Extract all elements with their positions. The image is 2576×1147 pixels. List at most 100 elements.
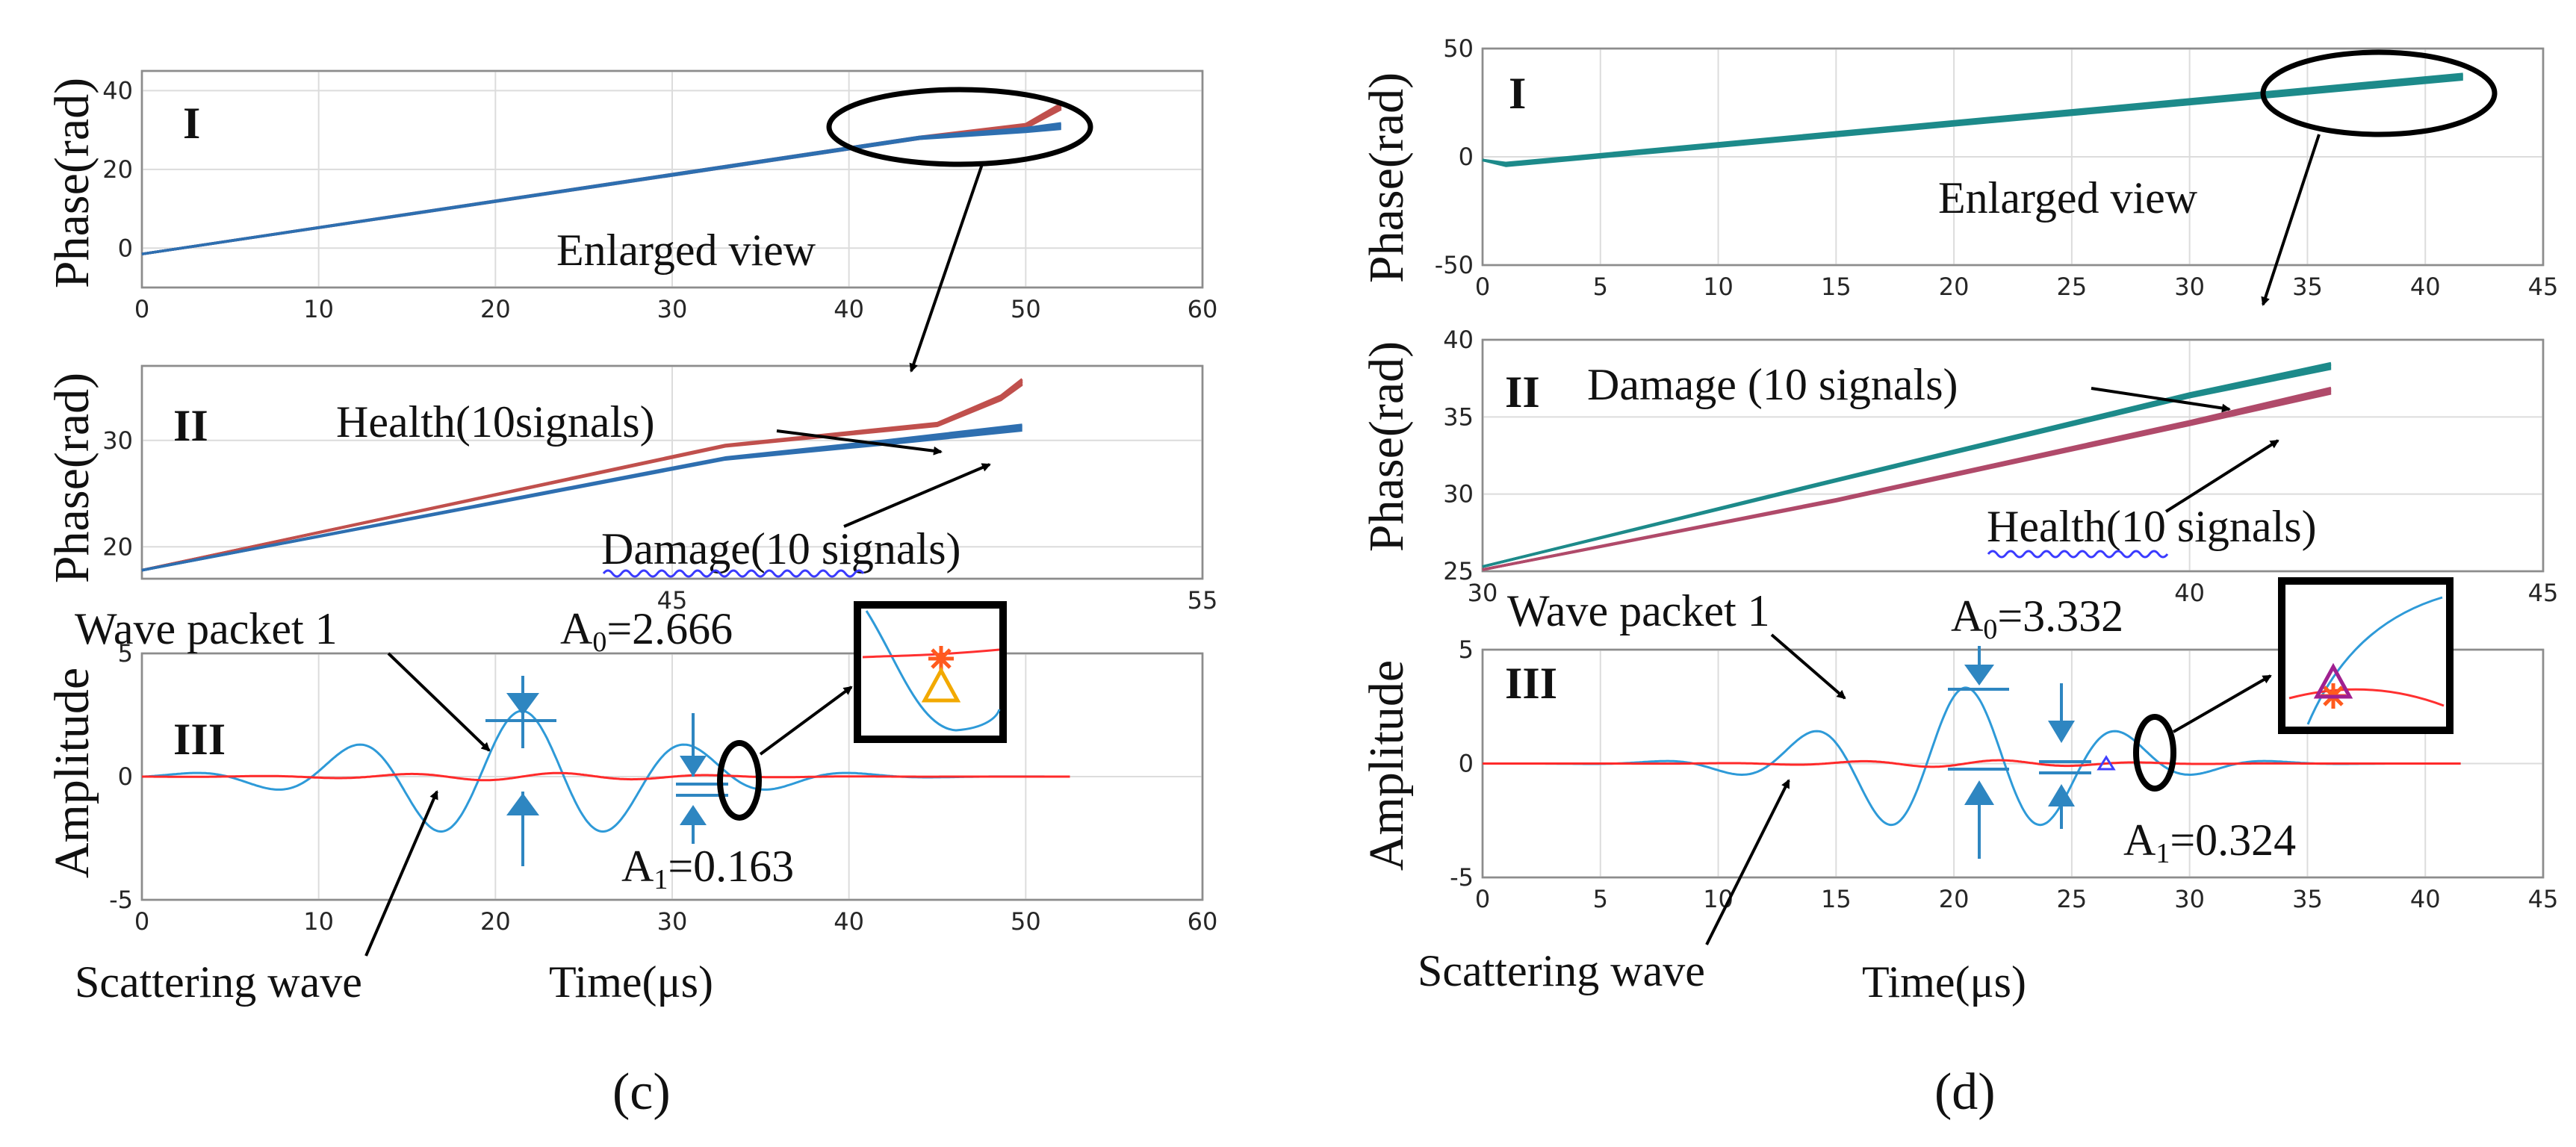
d-II-ytick-label: 30 [1443, 480, 1474, 509]
c-II-roman: II [173, 401, 208, 450]
d-I-series-0-line [1482, 78, 2463, 167]
d-II-xtick-label: 30 [1468, 579, 1498, 607]
c-III-xtick-label: 30 [657, 907, 688, 936]
c-I-xtick-label: 60 [1188, 295, 1218, 323]
d-I-ytick-label: 0 [1459, 143, 1474, 171]
c-III-ytick-label: -5 [109, 886, 133, 914]
c-II-xtick-label: 55 [1188, 586, 1218, 615]
d-III-xtick-label: 5 [1593, 885, 1608, 913]
c-wave-packet-arrow [387, 652, 491, 752]
c-II-border [140, 364, 1204, 580]
d-health-arrow [2164, 439, 2279, 513]
c-health-arrow [776, 429, 943, 456]
c-wave-packet-label: Wave packet 1 [75, 604, 338, 653]
d-I-roman: I [1509, 69, 1526, 118]
c-a0-label: A0=2.666 [560, 604, 733, 658]
d-I-xtick-label: 5 [1593, 273, 1608, 301]
c-I-series-1-line [141, 127, 1061, 255]
c-III-ytick-label: 0 [118, 762, 133, 791]
d-III-xtick-label: 40 [2410, 885, 2441, 913]
d-II-roman: II [1505, 367, 1540, 417]
d-scattering-arrow [1705, 779, 1790, 945]
c-I-ylabel: Phase(rad) [45, 78, 99, 288]
d-I-xtick-label: 25 [2057, 273, 2088, 301]
d-I-ytick-label: 50 [1443, 34, 1474, 63]
d-II-ytick-label: 35 [1443, 402, 1474, 431]
d-III-ytick-label: 0 [1459, 750, 1474, 778]
d-wave-packet-label: Wave packet 1 [1507, 586, 1770, 635]
c-II-xtick-label: 45 [657, 586, 688, 615]
d-panel-label: (d) [1934, 1063, 1996, 1121]
d-I-xtick-label: 10 [1703, 273, 1734, 301]
c-I-xtick-label: 30 [657, 295, 688, 323]
c-enlarged-ellipse [826, 87, 1093, 167]
d-III-xtick-label: 30 [2174, 885, 2205, 913]
c-I-roman: I [183, 99, 200, 148]
c-a1-label: A1=0.163 [621, 842, 794, 895]
d-III-roman: III [1505, 659, 1557, 708]
d-I-ytick-label: -50 [1435, 251, 1474, 279]
c-II-ytick-label: 20 [102, 532, 133, 561]
c-I-xtick-label: 0 [134, 295, 149, 323]
d-enlarged-view-label: Enlarged view [1938, 173, 2198, 223]
d-a0-label: A0=3.332 [1951, 591, 2123, 645]
c-II-series-0-line [141, 383, 1023, 572]
d-enlarged-ellipse [2260, 49, 2498, 137]
c-III-xtick-label: 50 [1011, 907, 1041, 936]
d-I-xtick-label: 35 [2292, 273, 2323, 301]
d-damage-arrow [2091, 387, 2231, 413]
c-I-xtick-label: 50 [1011, 295, 1041, 323]
c-I-xtick-label: 10 [303, 295, 334, 323]
c-panel-label: (c) [612, 1063, 671, 1121]
c-II-ylabel: Phase(rad) [45, 373, 99, 583]
c-health-label: Health(10signals) [336, 397, 655, 447]
c-III-xtick-label: 60 [1188, 907, 1218, 936]
d-I-xtick-label: 30 [2174, 273, 2205, 301]
c-III-xtick-label: 0 [134, 907, 149, 936]
c-I-ytick-label: 0 [118, 234, 133, 262]
d-I-xtick-label: 0 [1475, 273, 1490, 301]
c-III-xtick-label: 20 [480, 907, 511, 936]
c-time-label: Time(μs) [549, 957, 713, 1007]
c-spellcheck-squiggle [602, 569, 865, 578]
d-spellcheck-squiggle [1987, 550, 2169, 559]
c-III-scattering-signal [142, 771, 1070, 782]
d-III-ytick-label: 5 [1459, 635, 1474, 664]
d-I-xtick-label: 15 [1821, 273, 1852, 301]
c-II-axes: 45 55 20 30 [102, 364, 1218, 615]
d-I-border [1481, 47, 2545, 267]
c-III-axes: 0 10 20 30 40 50 60-505 [109, 639, 1217, 936]
d-health-label: Health(10 signals) [1987, 502, 2317, 551]
c-damage-arrow [843, 463, 991, 528]
d-enlarged-arrow [2261, 134, 2321, 306]
c-I-ytick-label: 40 [102, 76, 133, 105]
c-I-ytick-label: 20 [102, 155, 133, 184]
d-II-ytick-label: 25 [1443, 557, 1474, 585]
d-II-xtick-label: 40 [2174, 579, 2205, 607]
d-II-series-0-line [1482, 367, 2332, 568]
c-enlarged-view-label: Enlarged view [556, 226, 816, 275]
c-markers [485, 601, 1007, 866]
c-III-xtick-label: 10 [303, 907, 334, 936]
c-III-ylabel: Amplitude [45, 668, 99, 878]
c-I-axes: 0 10 20 30 40 50 60 0 20 40 [102, 69, 1218, 323]
d-III-xtick-label: 35 [2292, 885, 2323, 913]
d-II-border [1481, 338, 2545, 573]
d-wave-packet-arrow [1770, 633, 1846, 700]
d-III-xtick-label: 15 [1821, 885, 1852, 913]
c-III-xtick-label: 40 [834, 907, 864, 936]
d-a1-label: A1=0.324 [2123, 815, 2296, 869]
d-I-ylabel: Phase(rad) [1359, 72, 1414, 283]
c-I-xtick-label: 40 [834, 295, 864, 323]
c-I-border [140, 69, 1204, 289]
d-markers [1948, 577, 2454, 859]
d-time-label: Time(μs) [1862, 957, 2026, 1007]
d-III-ylabel: Amplitude [1359, 660, 1414, 871]
d-III-scattering-signal [1483, 759, 2461, 768]
d-II-series-1-line [1482, 392, 2332, 571]
